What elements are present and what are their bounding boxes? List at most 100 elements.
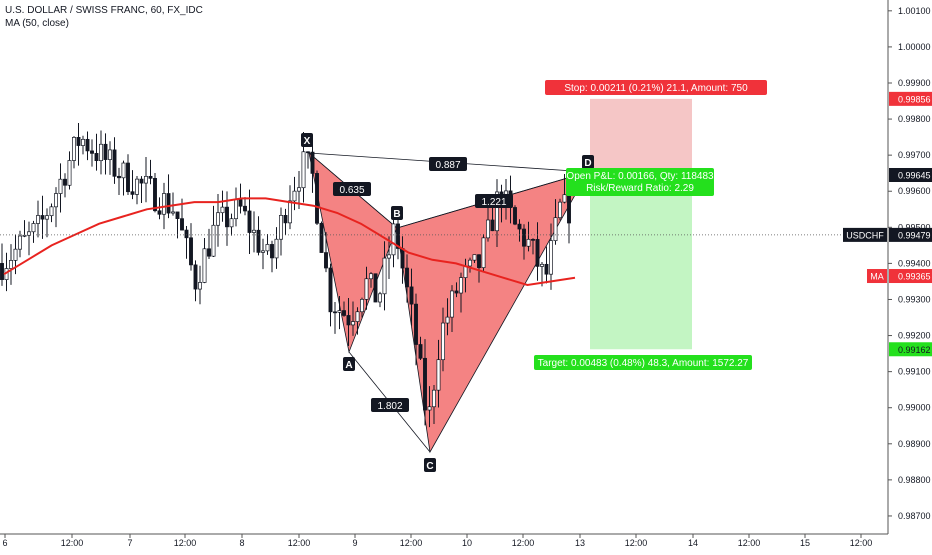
pattern-point-label: X — [304, 136, 311, 147]
candle-body — [112, 149, 117, 177]
candle-body — [171, 211, 175, 214]
candle-body — [414, 303, 418, 345]
target-price-tag-value: 0.99162 — [898, 345, 931, 355]
candle-body — [279, 215, 283, 240]
price-tick-label: 0.98800 — [898, 475, 931, 485]
candle-body — [139, 178, 144, 184]
entry-price-tag-value: 0.99645 — [898, 170, 931, 180]
candle-body — [153, 177, 157, 212]
candle-body — [144, 175, 148, 184]
entry-price-tag-value-bg — [889, 167, 932, 182]
time-tick-label: 15 — [800, 538, 810, 548]
time-tick-label: 12:00 — [61, 538, 84, 548]
candle-body — [567, 194, 571, 224]
candle-body — [310, 151, 315, 174]
candle-body — [328, 267, 333, 313]
time-tick-label: 12:00 — [400, 538, 423, 548]
ratio-label: 1.221 — [475, 194, 513, 208]
candle-body — [423, 357, 427, 411]
candle-body — [216, 212, 220, 226]
candle-body — [387, 254, 391, 259]
entry-price-tag: 0.99645 — [889, 167, 932, 182]
ma-price-tag: MA 0.99365 — [867, 269, 932, 284]
ratio-text: 1.802 — [377, 401, 402, 412]
candle-body — [211, 224, 216, 257]
candle-body — [324, 252, 328, 269]
ratio-box — [429, 157, 467, 171]
target-zone — [590, 174, 692, 350]
candle-body — [202, 248, 207, 283]
candle-body — [261, 250, 265, 253]
pattern-point-label: A — [345, 360, 352, 371]
candle-body — [315, 173, 319, 224]
price-tick-label: 0.99900 — [898, 78, 931, 88]
pattern-point-d: D — [582, 155, 594, 169]
candle-body — [135, 178, 139, 195]
open-pnl-label-text: Risk/Reward Ratio: 2.29 — [586, 183, 694, 194]
candle-body — [238, 199, 243, 207]
candle-body — [562, 194, 567, 203]
candle-body — [162, 193, 166, 215]
candle-body — [288, 200, 292, 224]
candle-body — [517, 223, 522, 230]
candle-body — [549, 240, 553, 275]
last-price-tag: USDCHF 0.99479 — [843, 227, 932, 242]
candle-body — [522, 228, 526, 247]
candle-body — [306, 151, 310, 154]
ratio-label: 0.887 — [429, 157, 467, 171]
candle-body — [337, 310, 342, 313]
pattern-point-a: A — [343, 357, 355, 371]
candle-body — [355, 311, 360, 322]
candle-body — [391, 223, 396, 256]
candle-body — [301, 151, 306, 189]
open-pnl-label-bg — [566, 168, 714, 196]
candle-body — [373, 273, 378, 303]
candle-body — [225, 206, 229, 228]
candle-body — [526, 238, 531, 247]
last-price-tag-value-bg — [889, 227, 932, 242]
ma-price-tag-value: 0.99365 — [898, 272, 931, 282]
price-tick-label: 0.99700 — [898, 150, 931, 160]
candle-body — [18, 235, 22, 250]
target-price-tag: 0.99162 — [889, 342, 932, 357]
time-tick-label: 12:00 — [625, 538, 648, 548]
chart-legend: U.S. DOLLAR / SWISS FRANC, 60, FX_IDC MA… — [5, 4, 203, 30]
candle-body — [544, 263, 549, 275]
candle-body — [126, 162, 130, 193]
last-price-tag-name: USDCHF — [846, 230, 884, 240]
candle-body — [382, 257, 387, 295]
candle-body — [76, 137, 81, 146]
candle-body — [27, 231, 31, 236]
candle-body — [360, 298, 364, 313]
candle-body — [535, 239, 540, 267]
last-price-tag-value: 0.99479 — [898, 230, 931, 240]
candle-body — [468, 259, 472, 267]
candle-body — [49, 206, 54, 217]
candle-body — [265, 244, 270, 252]
candle-body — [243, 205, 247, 212]
pattern-point-label: B — [393, 209, 400, 220]
candle-body — [450, 290, 454, 318]
pattern-point-x: X — [301, 133, 313, 147]
candle-body — [490, 219, 495, 232]
candle-body — [292, 190, 297, 202]
pattern-point-box — [424, 458, 436, 472]
candle-body — [13, 248, 18, 261]
candle-body — [459, 277, 463, 294]
candle-body — [54, 193, 58, 208]
time-tick-label: 9 — [352, 538, 357, 548]
candle-body — [166, 193, 171, 214]
candle-body — [472, 254, 477, 261]
price-tick-label: 0.99100 — [898, 367, 931, 377]
candle-body — [31, 223, 36, 233]
candle-body — [486, 219, 490, 239]
ma-price-tag-name-bg — [867, 269, 887, 284]
stop-price-tag-value: 0.99856 — [898, 94, 931, 104]
time-tick-label: 10 — [462, 538, 472, 548]
stop-label-text: Stop: 0.00211 (0.21%) 21.1, Amount: 750 — [564, 83, 748, 94]
ratio-text: 1.221 — [481, 197, 506, 208]
candle-body — [378, 293, 382, 303]
candle-body — [531, 238, 535, 241]
